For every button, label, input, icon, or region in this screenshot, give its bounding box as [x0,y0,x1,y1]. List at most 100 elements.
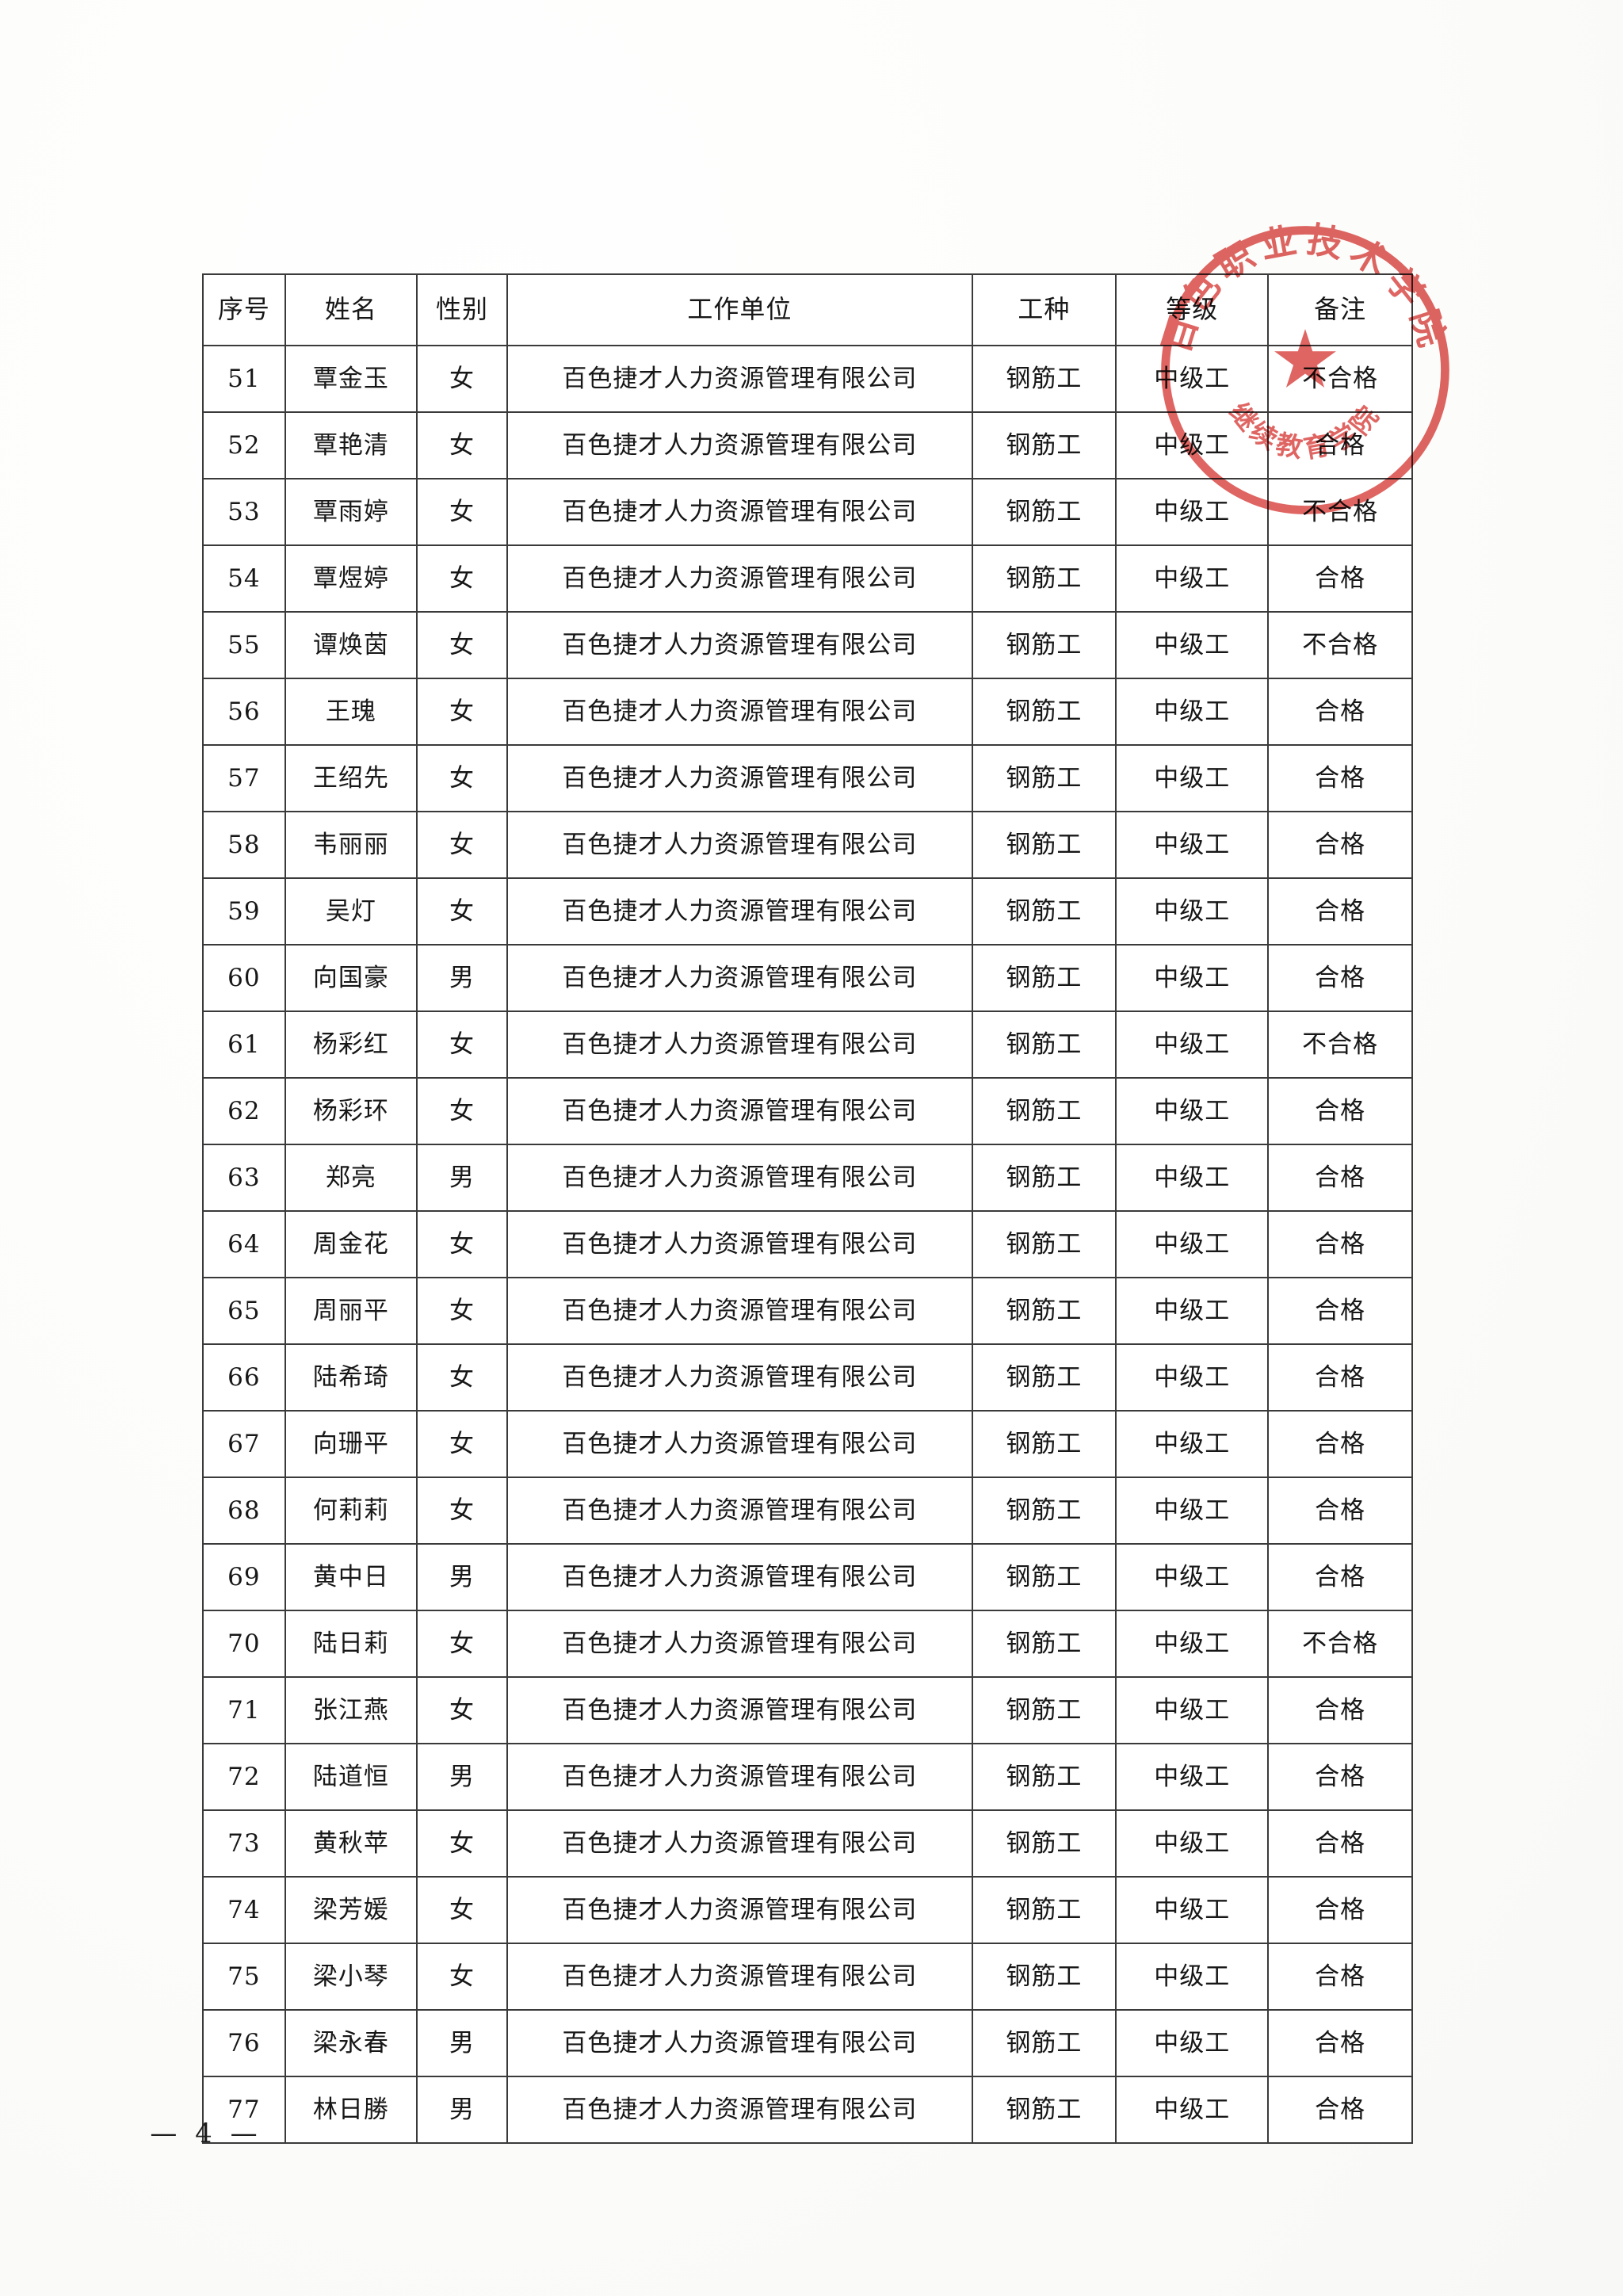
cell-name: 王绍先 [284,744,418,812]
cell-name: 覃雨婷 [284,478,418,546]
cell-trade: 钢筋工 [971,1144,1117,1212]
cell-trade: 钢筋工 [971,1210,1117,1278]
cell-seq: 76 [202,2009,286,2077]
cell-name: 林日勝 [284,2076,418,2144]
table-row: 55 谭焕茵女百色捷才人力资源管理有限公司 钢筋工 中级工 不合格 [202,611,1413,679]
cell-name: 黄中日 [284,1543,418,1611]
cell-seq: 59 [202,877,286,946]
cell-remark: 合格 [1267,544,1413,613]
cell-unit: 百色捷才人力资源管理有限公司 [506,1277,973,1345]
cell-unit: 百色捷才人力资源管理有限公司 [506,1610,973,1678]
cell-name: 覃艳清 [284,411,418,479]
cell-seq: 68 [202,1477,286,1545]
cell-unit: 百色捷才人力资源管理有限公司 [506,877,973,946]
cell-remark: 合格 [1267,1876,1413,1944]
cell-seq: 64 [202,1210,286,1278]
cell-trade: 钢筋工 [971,1077,1117,1145]
cell-name: 吴灯 [284,877,418,946]
cell-gender: 女 [415,1077,509,1145]
cell-level: 中级工 [1115,1077,1270,1145]
cell-name: 韦丽丽 [284,811,418,879]
cell-level: 中级工 [1115,1010,1270,1079]
cell-seq: 74 [202,1876,286,1944]
cell-level: 中级工 [1115,1477,1270,1545]
cell-unit: 百色捷才人力资源管理有限公司 [506,1676,973,1744]
cell-remark: 合格 [1267,811,1413,879]
cell-gender: 男 [415,1543,509,1611]
cell-unit: 百色捷才人力资源管理有限公司 [506,1077,973,1145]
table-row: 59 吴灯女百色捷才人力资源管理有限公司 钢筋工 中级工 合格 [202,877,1413,946]
cell-unit: 百色捷才人力资源管理有限公司 [506,1343,973,1412]
cell-seq: 56 [202,678,286,746]
cell-seq: 63 [202,1144,286,1212]
cell-level: 中级工 [1115,544,1270,613]
column-header-gender: 性别 [415,273,509,346]
cell-unit: 百色捷才人力资源管理有限公司 [506,1010,973,1079]
cell-gender: 女 [415,544,509,613]
cell-level: 中级工 [1115,1610,1270,1678]
cell-unit: 百色捷才人力资源管理有限公司 [506,678,973,746]
cell-trade: 钢筋工 [971,345,1117,413]
cell-level: 中级工 [1115,944,1270,1012]
cell-trade: 钢筋工 [971,1010,1117,1079]
cell-remark: 合格 [1267,1410,1413,1478]
cell-level: 中级工 [1115,1743,1270,1811]
cell-seq: 52 [202,411,286,479]
cell-name: 杨彩红 [284,1010,418,1079]
cell-trade: 钢筋工 [971,744,1117,812]
cell-unit: 百色捷才人力资源管理有限公司 [506,1943,973,2011]
cell-unit: 百色捷才人力资源管理有限公司 [506,411,973,479]
cell-gender: 女 [415,744,509,812]
cell-trade: 钢筋工 [971,2076,1117,2144]
cell-unit: 百色捷才人力资源管理有限公司 [506,2009,973,2077]
table-row: 57 王绍先女百色捷才人力资源管理有限公司 钢筋工 中级工 合格 [202,744,1413,812]
cell-name: 陆希琦 [284,1343,418,1412]
column-header-remark: 备注 [1267,273,1413,346]
cell-name: 何莉莉 [284,1477,418,1545]
table-row: 75 梁小琴女百色捷才人力资源管理有限公司 钢筋工 中级工 合格 [202,1943,1413,2011]
cell-remark: 合格 [1267,1144,1413,1212]
cell-remark: 合格 [1267,2009,1413,2077]
cell-gender: 女 [415,411,509,479]
cell-name: 梁永春 [284,2009,418,2077]
cell-level: 中级工 [1115,1943,1270,2011]
cell-seq: 62 [202,1077,286,1145]
cell-remark: 合格 [1267,944,1413,1012]
cell-unit: 百色捷才人力资源管理有限公司 [506,1876,973,1944]
cell-trade: 钢筋工 [971,2009,1117,2077]
column-header-seq: 序号 [202,273,286,346]
cell-seq: 51 [202,345,286,413]
cell-unit: 百色捷才人力资源管理有限公司 [506,744,973,812]
cell-level: 中级工 [1115,611,1270,679]
cell-remark: 合格 [1267,1676,1413,1744]
table-row: 66 陆希琦女百色捷才人力资源管理有限公司 钢筋工 中级工 合格 [202,1343,1413,1412]
table-row: 70 陆日莉女百色捷才人力资源管理有限公司 钢筋工 中级工 不合格 [202,1610,1413,1678]
page-number-footer: — 4 — [150,2118,262,2149]
cell-level: 中级工 [1115,1277,1270,1345]
cell-remark: 合格 [1267,1477,1413,1545]
cell-seq: 61 [202,1010,286,1079]
table-row: 61 杨彩红女百色捷才人力资源管理有限公司 钢筋工 中级工 不合格 [202,1010,1413,1079]
cell-name: 郑亮 [284,1144,418,1212]
cell-trade: 钢筋工 [971,811,1117,879]
cell-unit: 百色捷才人力资源管理有限公司 [506,1743,973,1811]
cell-level: 中级工 [1115,1543,1270,1611]
cell-name: 梁小琴 [284,1943,418,2011]
cell-trade: 钢筋工 [971,1543,1117,1611]
cell-level: 中级工 [1115,1809,1270,1878]
cell-remark: 合格 [1267,411,1413,479]
cell-level: 中级工 [1115,811,1270,879]
cell-gender: 男 [415,1743,509,1811]
cell-unit: 百色捷才人力资源管理有限公司 [506,478,973,546]
cell-seq: 67 [202,1410,286,1478]
cell-level: 中级工 [1115,744,1270,812]
cell-name: 谭焕茵 [284,611,418,679]
table-row: 54 覃煜婷女百色捷才人力资源管理有限公司 钢筋工 中级工 合格 [202,544,1413,613]
cell-gender: 女 [415,1277,509,1345]
cell-trade: 钢筋工 [971,411,1117,479]
cell-remark: 合格 [1267,1077,1413,1145]
cell-seq: 58 [202,811,286,879]
cell-gender: 女 [415,345,509,413]
cell-level: 中级工 [1115,1144,1270,1212]
